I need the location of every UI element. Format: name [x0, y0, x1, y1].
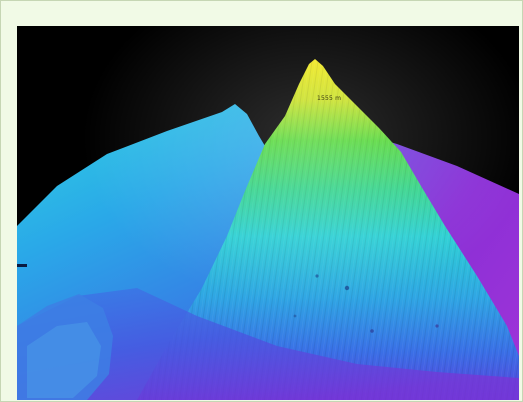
- speck: [370, 329, 374, 333]
- bathymetry-render: [17, 26, 519, 400]
- front-floor: [17, 288, 519, 400]
- seamount-bathymetry-image: 1555 m: [17, 26, 519, 400]
- foreground-knoll-highlight: [27, 322, 101, 398]
- edge-marker: [17, 264, 27, 267]
- peak-depth-label: 1555 m: [317, 95, 342, 102]
- speck: [315, 274, 319, 278]
- speck: [293, 314, 297, 318]
- speck: [344, 285, 350, 291]
- speck: [435, 324, 439, 328]
